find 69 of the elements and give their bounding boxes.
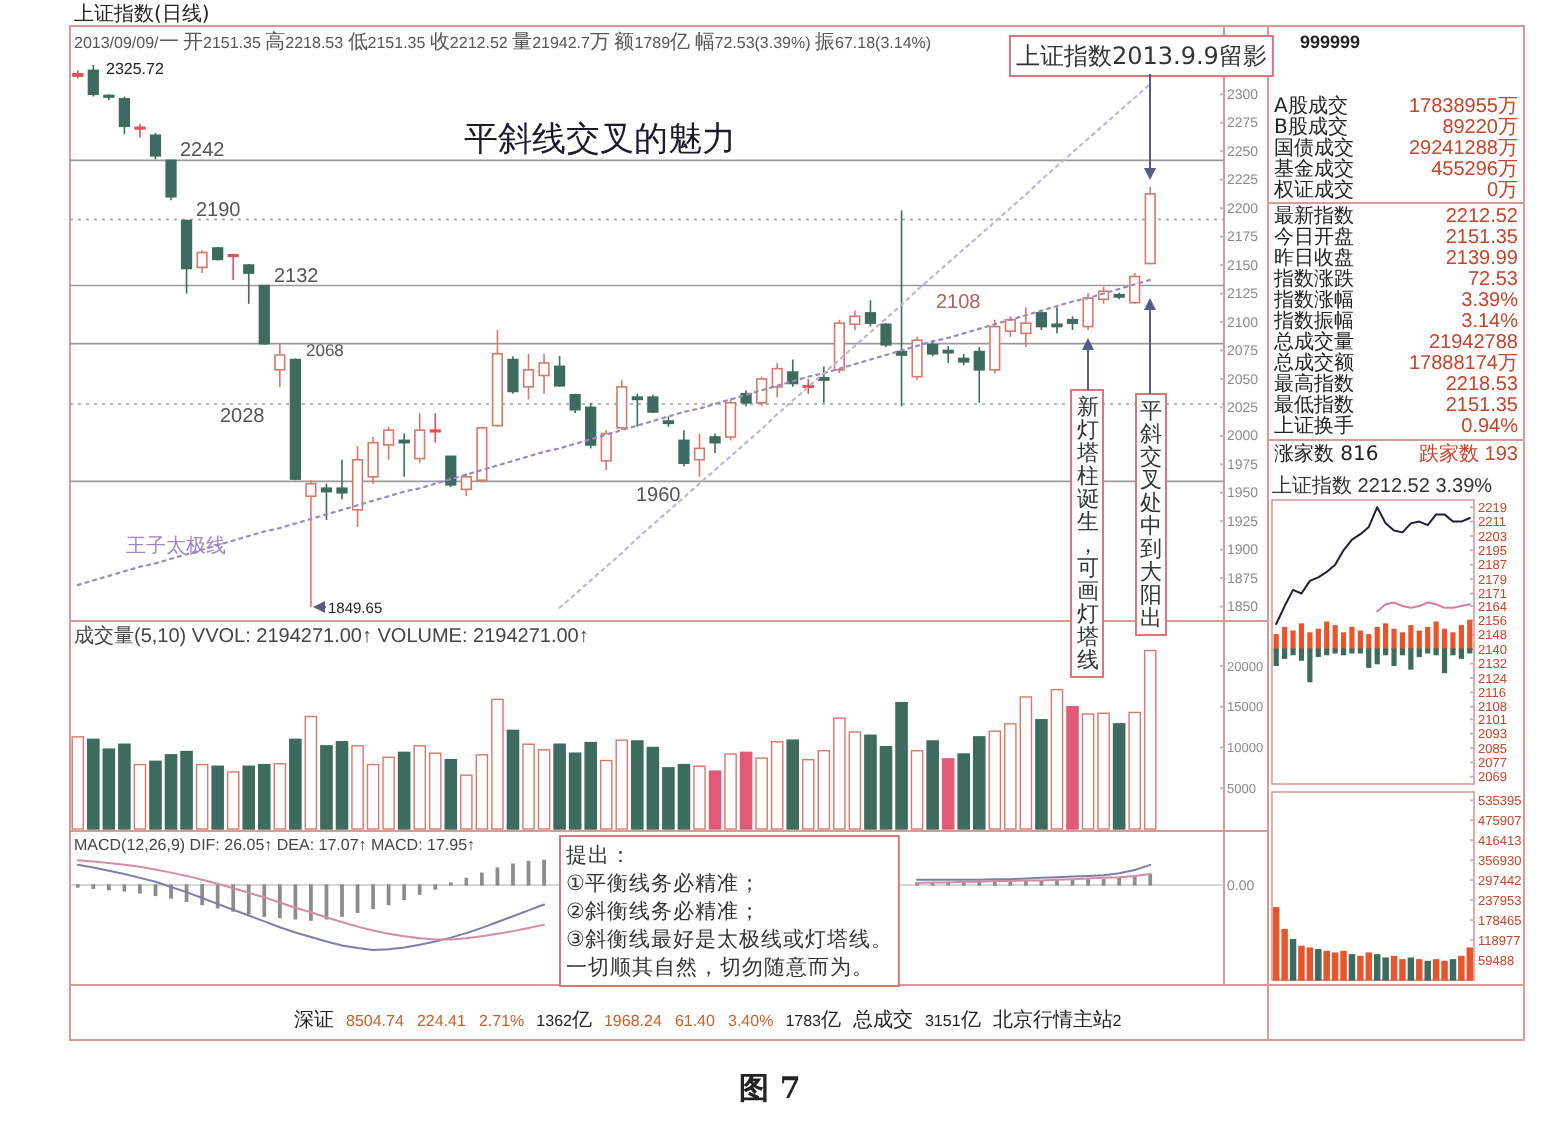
text: 总成交 [850,1008,913,1032]
annotation: 上证指数2013.9.9留影 [1016,42,1267,70]
text: 2013/09/09/一 开2151.35 高2218.53 低2151.35 收2212.52 量21942.7万 额1789亿 幅72.53(3.39%) 振67.18(3.14%) [74,32,932,54]
text: 总成交量 [1272,330,1354,354]
text: 2151.35 [1445,227,1519,249]
text: 上证换手 [1274,414,1354,438]
text: 0.94% [1461,416,1519,438]
text: 3.39% [1461,290,1519,312]
text: 3.14% [1461,311,1519,333]
text: 17838955万 [1409,96,1518,118]
text: 2212.52 [1445,206,1519,228]
text: 最低指数 [1274,393,1354,417]
text: 深证 [294,1008,334,1032]
text: 指数涨幅 [1272,288,1354,312]
text: 平斜线交叉的魅力 [464,120,736,160]
text: 999999 [1300,32,1361,52]
text: 455296万 [1431,159,1518,181]
text: 国债成交 [1274,136,1354,160]
ref-line-label: 1960 [636,485,682,508]
text: 最新指数 [1274,204,1354,228]
text: 3.40% [728,1012,774,1030]
ref-line-label: 2028 [220,405,266,428]
text: 1968.24 [603,1012,663,1030]
text: 昨日收盘 [1274,246,1354,270]
caption: 图 7 [739,1070,801,1106]
text: 权证成交 [1272,178,1354,202]
text: 21942788 [1429,332,1519,354]
text: 2218.53 [1445,374,1519,396]
annotation: 2108 [936,292,982,314]
text: 一切顺其自然，切勿随意而为。 [566,954,874,980]
ref-line-label: 2190 [196,199,242,222]
chart-title: MACD(12,26,9) DIF: 26.05↑ DEA: 17.07↑ MACD: 17.95↑ [74,836,476,854]
text: 2.71% [478,1012,525,1030]
text: 0万 [1486,180,1518,202]
text: 2151.35 [1445,395,1519,417]
annotation: 提出： [566,842,632,868]
ref-line-label: 2132 [274,265,320,288]
text: A股成交 [1274,94,1348,118]
text: 新灯塔柱诞生，可画灯塔线 [1077,394,1099,673]
chart-title: 上证指数 2212.52 3.39% [1272,474,1493,498]
text: 基金成交 [1274,157,1354,181]
text: 3151亿 [924,1010,981,1032]
ref-line-label: 2242 [180,140,226,163]
text: 北京行情主站2 [992,1008,1123,1032]
annotation: ②斜衡线务必精准； [566,898,761,924]
text: 72.53 [1467,269,1519,291]
text: 指数振幅 [1272,309,1354,333]
annotation: ③斜衡线最好是太极线或灯塔线。 [566,926,893,952]
text: 今日开盘 [1274,225,1354,249]
text: 29241288万 [1409,138,1518,160]
text: 上证指数(日线) [74,2,210,26]
text: 跌家数 193 [1419,442,1519,466]
text: 8504.74 [346,1012,405,1030]
text: 2139.99 [1445,248,1519,270]
text: 224.41 [416,1012,467,1030]
text: 总成交额 [1272,351,1354,375]
chart-title: 成交量(5,10) VVOL: 2194271.00↑ VOLUME: 2194271.00↑ [74,624,589,648]
text: 17888174万 [1409,353,1518,375]
text: 1783亿 [785,1010,841,1032]
text: 涨家数 816 [1274,442,1379,466]
text: 指数涨跌 [1272,267,1354,291]
text: 1362亿 [536,1010,592,1032]
annotation: 2325.72 [106,60,165,78]
text: 61.40 [674,1012,717,1030]
text: B股成交 [1274,115,1348,139]
text: 89220万 [1442,117,1518,139]
annotation: ①平衡线务必精准； [566,870,761,896]
text: 最高指数 [1274,372,1354,396]
annotation: 2068 [306,340,345,360]
